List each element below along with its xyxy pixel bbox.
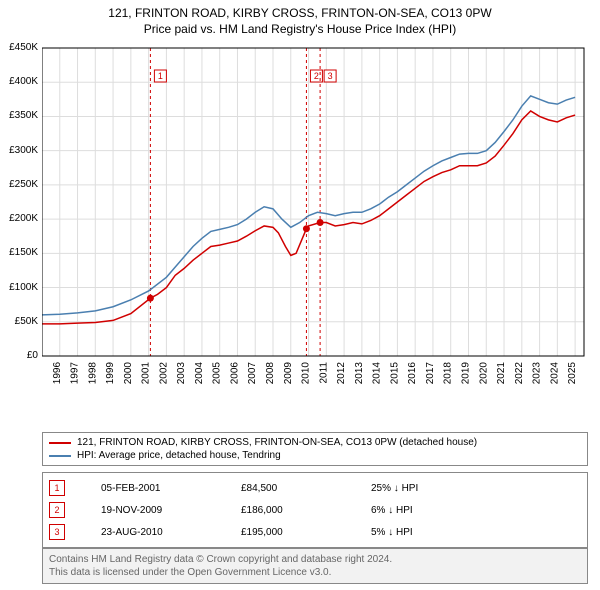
x-tick-label: 2019 bbox=[460, 362, 471, 385]
transaction-index: 3 bbox=[49, 524, 65, 540]
x-tick-label: 2009 bbox=[283, 362, 294, 385]
transaction-date: 19-NOV-2009 bbox=[101, 505, 241, 516]
attribution: Contains HM Land Registry data © Crown c… bbox=[42, 548, 588, 584]
x-tick-label: 2001 bbox=[141, 362, 152, 385]
svg-text:2: 2 bbox=[314, 71, 319, 81]
transaction-price: £195,000 bbox=[241, 527, 371, 538]
sale-marker bbox=[317, 219, 324, 226]
sale-marker bbox=[147, 295, 154, 302]
line-chart: 1995 1996 1997 1998 1999 2000 2001 2002 2003 2004… bbox=[42, 44, 590, 394]
x-tick-label: 2002 bbox=[158, 362, 169, 385]
y-tick-label: £50K bbox=[2, 316, 38, 327]
x-tick-label: 2007 bbox=[247, 362, 258, 385]
legend-item: HPI: Average price, detached house, Tend… bbox=[49, 449, 581, 462]
x-tick-label: 2020 bbox=[478, 362, 489, 385]
sale-marker bbox=[303, 225, 310, 232]
transaction-price: £186,000 bbox=[241, 505, 371, 516]
transaction-date: 23-AUG-2010 bbox=[101, 527, 241, 538]
x-tick-label: 2008 bbox=[265, 362, 276, 385]
x-tick-label: 1997 bbox=[70, 362, 81, 385]
x-tick-label: 2014 bbox=[372, 362, 383, 385]
x-tick-label: 2024 bbox=[549, 362, 560, 385]
x-tick-label: 2018 bbox=[443, 362, 454, 385]
x-tick-label: 1999 bbox=[105, 362, 116, 385]
transaction-date: 05-FEB-2001 bbox=[101, 483, 241, 494]
legend-swatch bbox=[49, 442, 71, 444]
svg-text:3: 3 bbox=[328, 71, 333, 81]
legend-item: 121, FRINTON ROAD, KIRBY CROSS, FRINTON-… bbox=[49, 436, 581, 449]
x-tick-label: 2023 bbox=[532, 362, 543, 385]
y-tick-label: £450K bbox=[2, 42, 38, 53]
x-tick-label: 2003 bbox=[176, 362, 187, 385]
x-tick-label: 2010 bbox=[301, 362, 312, 385]
x-tick-label: 2000 bbox=[123, 362, 134, 385]
x-tick-label: 2021 bbox=[496, 362, 507, 385]
x-tick-label: 2011 bbox=[318, 362, 329, 384]
y-tick-label: £350K bbox=[2, 110, 38, 121]
x-tick-label: 2012 bbox=[336, 362, 347, 385]
y-tick-label: £250K bbox=[2, 179, 38, 190]
y-tick-label: £400K bbox=[2, 76, 38, 87]
transaction-row: 1 05-FEB-2001£84,50025% ↓ HPI bbox=[49, 477, 581, 499]
transaction-row: 3 23-AUG-2010£195,0005% ↓ HPI bbox=[49, 521, 581, 543]
x-tick-label: 2025 bbox=[567, 362, 578, 385]
transaction-delta: 25% ↓ HPI bbox=[371, 483, 491, 494]
transaction-delta: 5% ↓ HPI bbox=[371, 527, 491, 538]
legend-label: 121, FRINTON ROAD, KIRBY CROSS, FRINTON-… bbox=[77, 437, 477, 448]
y-tick-label: £200K bbox=[2, 213, 38, 224]
x-tick-label: 1998 bbox=[87, 362, 98, 385]
x-tick-label: 2006 bbox=[229, 362, 240, 385]
attribution-line1: Contains HM Land Registry data © Crown c… bbox=[49, 553, 581, 566]
x-tick-label: 2022 bbox=[514, 362, 525, 385]
x-tick-label: 2015 bbox=[389, 362, 400, 385]
x-tick-label: 2013 bbox=[354, 362, 365, 385]
chart-title-line1: 121, FRINTON ROAD, KIRBY CROSS, FRINTON-… bbox=[0, 0, 600, 20]
transactions-table: 1 05-FEB-2001£84,50025% ↓ HPI 2 19-NOV-2009… bbox=[42, 472, 588, 548]
transaction-delta: 6% ↓ HPI bbox=[371, 505, 491, 516]
legend: 121, FRINTON ROAD, KIRBY CROSS, FRINTON-… bbox=[42, 432, 588, 466]
plot-area: 1995 1996 1997 1998 1999 2000 2001 2002 2003 2004… bbox=[42, 44, 590, 394]
x-tick-label: 2005 bbox=[212, 362, 223, 385]
transaction-row: 2 19-NOV-2009£186,0006% ↓ HPI bbox=[49, 499, 581, 521]
x-tick-label: 2004 bbox=[194, 362, 205, 385]
chart-container: 121, FRINTON ROAD, KIRBY CROSS, FRINTON-… bbox=[0, 0, 600, 590]
legend-swatch bbox=[49, 455, 71, 457]
y-tick-label: £100K bbox=[2, 282, 38, 293]
transaction-price: £84,500 bbox=[241, 483, 371, 494]
y-tick-label: £300K bbox=[2, 145, 38, 156]
transaction-index: 1 bbox=[49, 480, 65, 496]
transaction-index: 2 bbox=[49, 502, 65, 518]
y-tick-label: £0 bbox=[2, 350, 38, 361]
x-tick-label: 2016 bbox=[407, 362, 418, 385]
svg-text:1: 1 bbox=[158, 71, 163, 81]
y-tick-label: £150K bbox=[2, 247, 38, 258]
chart-title-line2: Price paid vs. HM Land Registry's House … bbox=[0, 20, 600, 36]
x-tick-label: 1995 bbox=[42, 362, 45, 385]
attribution-line2: This data is licensed under the Open Gov… bbox=[49, 566, 581, 579]
legend-label: HPI: Average price, detached house, Tend… bbox=[77, 450, 281, 461]
x-tick-label: 2017 bbox=[425, 362, 436, 385]
x-tick-label: 1996 bbox=[52, 362, 63, 385]
